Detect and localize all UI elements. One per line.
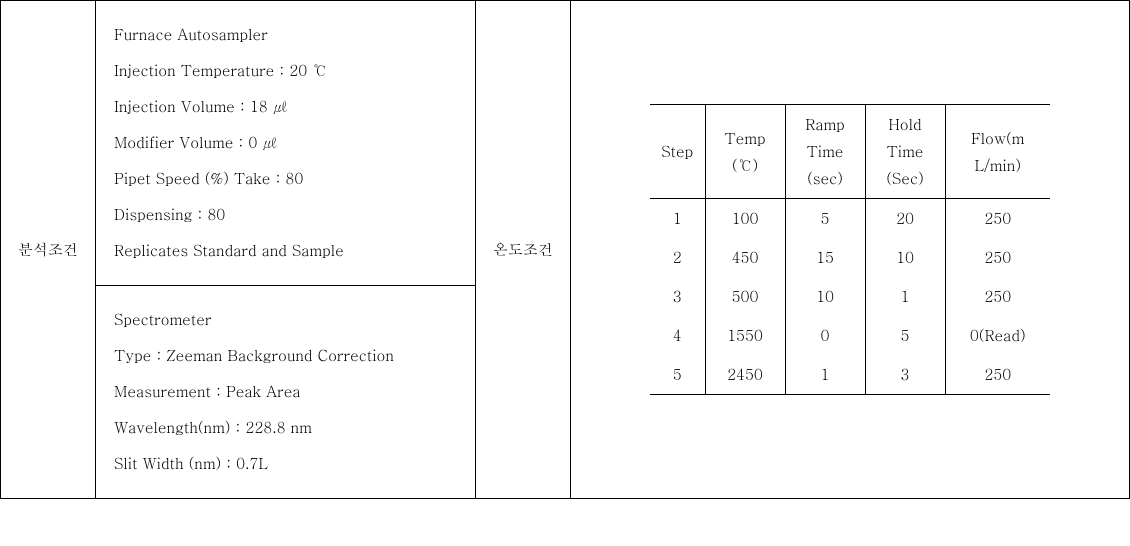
cell-hold: 1 — [865, 277, 945, 316]
temp-table-header-row: Step Temp (℃) Ramp Time (sec) Hold Ti — [650, 105, 1050, 199]
cell-temp: 450 — [705, 238, 785, 277]
temperature-conditions-content: Step Temp (℃) Ramp Time (sec) Hold Ti — [571, 1, 1130, 499]
furnace-line: Pipet Speed (%) Take : 80 — [114, 161, 457, 197]
cell-hold: 5 — [865, 316, 945, 355]
cell-temp: 500 — [705, 277, 785, 316]
cell-flow: 250 — [945, 199, 1050, 239]
cell-flow: 250 — [945, 238, 1050, 277]
spectrometer-section: Spectrometer Type : Zeeman Background Co… — [96, 286, 475, 498]
cell-ramp: 1 — [785, 355, 865, 395]
cell-ramp: 0 — [785, 316, 865, 355]
cell-hold: 10 — [865, 238, 945, 277]
cell-step: 2 — [650, 238, 705, 277]
temperature-conditions-label: 온도조건 — [476, 1, 571, 499]
header-step: Step — [650, 105, 705, 199]
header-ramp: Ramp Time (sec) — [785, 105, 865, 199]
header-hold: Hold Time (Sec) — [865, 105, 945, 199]
cell-step: 5 — [650, 355, 705, 395]
cell-hold: 20 — [865, 199, 945, 239]
furnace-line: Replicates Standard and Sample — [114, 233, 457, 269]
cell-step: 4 — [650, 316, 705, 355]
spectrometer-line: Wavelength(nm) : 228.8 nm — [114, 410, 457, 446]
table-row: 1 100 5 20 250 — [650, 199, 1050, 239]
cell-flow: 250 — [945, 277, 1050, 316]
furnace-autosampler-section: Furnace Autosampler Injection Temperatur… — [96, 1, 475, 286]
cell-ramp: 5 — [785, 199, 865, 239]
temp-table-body: 1 100 5 20 250 2 450 15 10 250 3 — [650, 199, 1050, 395]
analysis-conditions-content: Furnace Autosampler Injection Temperatur… — [96, 1, 476, 499]
cell-ramp: 10 — [785, 277, 865, 316]
furnace-line: Injection Temperature : 20 ℃ — [114, 53, 457, 89]
analysis-conditions-table: 분석조건 Furnace Autosampler Injection Tempe… — [0, 0, 1130, 499]
cell-temp: 2450 — [705, 355, 785, 395]
analysis-conditions-label: 분석조건 — [1, 1, 96, 499]
table-row: 3 500 10 1 250 — [650, 277, 1050, 316]
spectrometer-line: Slit Width (nm) : 0.7L — [114, 446, 457, 482]
header-flow: Flow(m L/min) — [945, 105, 1050, 199]
table-row: 4 1550 0 5 0(Read) — [650, 316, 1050, 355]
table-row: 5 2450 1 3 250 — [650, 355, 1050, 395]
header-temp: Temp (℃) — [705, 105, 785, 199]
furnace-line: Furnace Autosampler — [114, 17, 457, 53]
table-row: 2 450 15 10 250 — [650, 238, 1050, 277]
temperature-program-table: Step Temp (℃) Ramp Time (sec) Hold Ti — [650, 104, 1050, 395]
cell-flow: 250 — [945, 355, 1050, 395]
cell-hold: 3 — [865, 355, 945, 395]
cell-ramp: 15 — [785, 238, 865, 277]
cell-temp: 1550 — [705, 316, 785, 355]
furnace-line: Dispensing : 80 — [114, 197, 457, 233]
cell-flow: 0(Read) — [945, 316, 1050, 355]
cell-temp: 100 — [705, 199, 785, 239]
furnace-line: Modifier Volume : 0 ㎕ — [114, 125, 457, 161]
spectrometer-line: Spectrometer — [114, 302, 457, 338]
cell-step: 3 — [650, 277, 705, 316]
cell-step: 1 — [650, 199, 705, 239]
furnace-line: Injection Volume : 18 ㎕ — [114, 89, 457, 125]
spectrometer-line: Measurement : Peak Area — [114, 374, 457, 410]
spectrometer-line: Type : Zeeman Background Correction — [114, 338, 457, 374]
